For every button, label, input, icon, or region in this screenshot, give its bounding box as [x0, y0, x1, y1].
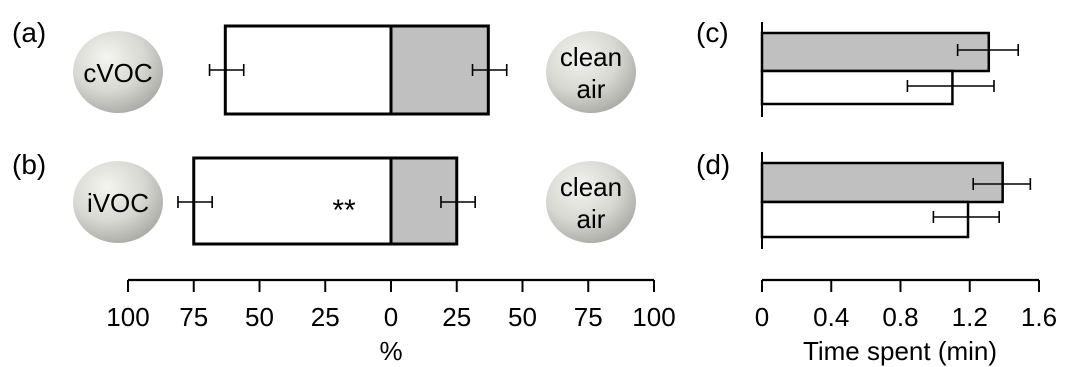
x-tick-label-percent: 25	[311, 302, 340, 332]
odor-source-right-b-label: clean	[560, 172, 622, 202]
odor-source-right-a: clean air	[546, 31, 636, 113]
x-tick-label-time: 0	[755, 302, 769, 332]
panel-label-b: (b)	[12, 149, 46, 180]
x-tick-label-time: 1.6	[1021, 302, 1057, 332]
bar-d-gray	[760, 161, 1004, 204]
x-tick-label-percent: 75	[574, 302, 603, 332]
x-axis-label-percent: %	[379, 336, 402, 366]
odor-source-left-b: iVOC	[73, 161, 163, 243]
errorbar-c-gray	[956, 44, 1020, 56]
errorbar-a-left	[208, 64, 245, 76]
odor-source-left-a: cVOC	[73, 31, 163, 113]
bar-b-left	[192, 156, 393, 246]
odor-source-right-a-label: clean	[560, 42, 622, 72]
x-tick-label-percent: 100	[106, 302, 149, 332]
odor-source-left-a-label: cVOC	[83, 58, 152, 88]
errorbar-d-white	[932, 211, 1000, 223]
odor-source-right-b: clean air	[546, 161, 636, 243]
x-tick-label-percent: 50	[245, 302, 274, 332]
errorbar-b-left	[177, 196, 213, 208]
bar-c-gray	[760, 31, 991, 73]
bar-a-left	[223, 24, 393, 116]
x-axis-percent: 100 75 50 25 0 25 50 75 100	[106, 278, 676, 332]
x-tick-label-percent: 0	[384, 302, 398, 332]
panel-label-d: (d)	[696, 149, 730, 180]
x-axis-label-time: Time spent (min)	[803, 336, 997, 366]
x-tick-label-percent: 50	[508, 302, 537, 332]
errorbar-b-right	[440, 196, 476, 208]
bar-c-white	[760, 69, 954, 106]
errorbar-c-white	[906, 80, 995, 92]
x-tick-label-percent: 25	[442, 302, 471, 332]
x-tick-label-percent: 75	[179, 302, 208, 332]
x-tick-label-time: 1.2	[952, 302, 988, 332]
significance-annotation-b: **	[332, 194, 356, 227]
bar-d-white	[760, 200, 970, 239]
x-axis-time: 0 0.4 0.8 1.2 1.6	[755, 278, 1057, 332]
odor-source-right-a-label-line2: air	[577, 74, 606, 104]
odor-source-right-b-label-line2: air	[577, 204, 606, 234]
x-tick-label-percent: 100	[632, 302, 675, 332]
x-tick-label-time: 0.8	[882, 302, 918, 332]
x-tick-label-time: 0.4	[813, 302, 849, 332]
panel-label-c: (c)	[696, 17, 729, 48]
errorbar-d-gray	[972, 178, 1032, 190]
errorbar-a-right	[471, 64, 508, 76]
bar-b-right	[389, 156, 459, 246]
odor-source-left-b-label: iVOC	[87, 188, 149, 218]
panel-label-a: (a)	[12, 17, 46, 48]
